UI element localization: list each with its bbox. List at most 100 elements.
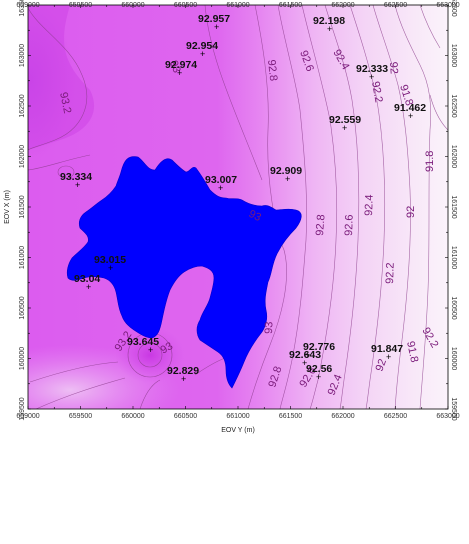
contour-label: 92.2 [369, 80, 385, 103]
y-tick-label-right: 162000 [450, 145, 457, 168]
well-label: 92.643 [289, 349, 321, 361]
x-tick-label: 662500 [384, 413, 407, 420]
x-tick-label-top: 659500 [69, 2, 92, 9]
well-point: 93.334+ [60, 171, 92, 190]
x-tick-label-top: 660500 [174, 2, 197, 9]
contour-label: 92.2 [384, 262, 397, 284]
well-marker: + [386, 352, 391, 362]
well-marker: + [200, 49, 205, 59]
x-tick-label-top: 663000 [436, 2, 459, 9]
y-tick-label: 159500 [19, 397, 26, 420]
x-tick-label: 663000 [436, 413, 459, 420]
y-tick-label: 161000 [19, 246, 26, 269]
x-tick-label-top: 662500 [384, 2, 407, 9]
well-label: 93.04 [74, 273, 100, 285]
well-marker: + [316, 372, 321, 382]
well-marker: + [305, 350, 310, 360]
y-tick-label: 163000 [19, 44, 26, 67]
well-point: 92.643+ [289, 349, 321, 368]
well-marker: + [108, 263, 113, 273]
well-point: 92.954+ [186, 40, 218, 59]
map-surface [28, 5, 448, 409]
y-tick-label-right: 161000 [450, 246, 457, 269]
x-tick-label: 661500 [279, 413, 302, 420]
well-point: 92.333+ [356, 63, 388, 82]
well-marker: + [408, 111, 413, 121]
well-point: 93.645+ [127, 336, 159, 355]
y-tick-label-right: 161500 [450, 195, 457, 218]
well-point: 92.56+ [306, 363, 332, 382]
well-marker: + [86, 282, 91, 292]
well-point: 92.974+ [165, 59, 197, 78]
contour-label: 92 [374, 357, 389, 373]
y-axis-title: EOV X (m) [4, 190, 11, 224]
well-point: 92.829+ [167, 365, 199, 384]
well-point: 91.462+ [394, 102, 426, 121]
contour-label: 92 [405, 206, 417, 218]
x-tick-label-top: 660000 [121, 2, 144, 9]
well-marker: + [327, 24, 332, 34]
x-tick-label: 659000 [16, 413, 39, 420]
well-label: 92.909 [270, 165, 302, 177]
y-tick-label-right: 163000 [450, 44, 457, 67]
well-point: 93.04+ [74, 273, 100, 292]
x-tick-label: 662000 [331, 413, 354, 420]
well-point: 92.198+ [313, 15, 345, 34]
x-tick-label: 661000 [226, 413, 249, 420]
well-label: 91.462 [394, 102, 426, 114]
well-marker: + [369, 72, 374, 82]
well-label: 92.776 [303, 341, 335, 353]
contour-label: 91.8 [404, 340, 420, 363]
well-point: 93.007+ [205, 174, 237, 193]
well-label: 93.007 [205, 174, 237, 186]
y-tick-label-right: 160500 [450, 296, 457, 319]
well-label: 92.974 [165, 59, 197, 71]
y-tick-label-right: 159500 [450, 397, 457, 420]
well-point: 92.559+ [329, 114, 361, 133]
well-marker: + [218, 183, 223, 193]
well-label: 91.847 [371, 343, 403, 355]
well-points: 92.957+ 92.198+ 92.954+ 92.974+ 92.333+ … [60, 13, 426, 384]
contour-label: 92.8 [265, 59, 279, 82]
well-marker: + [302, 358, 307, 368]
contour-label: 93 [263, 321, 275, 334]
well-point: 92.776+ [303, 341, 335, 360]
well-label: 92.954 [186, 40, 218, 52]
well-marker: + [214, 22, 219, 32]
well-marker: + [177, 68, 182, 78]
contour-label: 92.4 [363, 194, 376, 216]
well-marker: + [181, 374, 186, 384]
well-point: 92.957+ [198, 13, 230, 32]
contour-labels: 93.2 93 92.8 92.6 92.4 92.2 92 91.8 93 9… [57, 48, 440, 398]
contour-label: 93 [159, 340, 176, 357]
well-point: 92.909+ [270, 165, 302, 184]
well-marker: + [148, 345, 153, 355]
contour-label: 93.2 [57, 91, 73, 114]
x-tick-label: 660000 [121, 413, 144, 420]
well-point: 91.847+ [371, 343, 403, 362]
contour-lines [28, 5, 448, 409]
y-tick-label-right: 160000 [450, 347, 457, 370]
x-tick-label: 660500 [174, 413, 197, 420]
well-label: 93.334 [60, 171, 92, 183]
well-label: 92.333 [356, 63, 388, 75]
well-point: 93.015+ [94, 254, 126, 273]
x-tick-label: 659500 [69, 413, 92, 420]
well-label: 93.015 [94, 254, 126, 266]
contour-label: 92.8 [314, 214, 327, 236]
well-label: 92.56 [306, 363, 332, 375]
well-label: 92.829 [167, 365, 199, 377]
y-tick-label: 162000 [19, 145, 26, 168]
well-label: 92.198 [313, 15, 345, 27]
y-tick-label-right: 162500 [450, 94, 457, 117]
y-tick-label: 161500 [19, 195, 26, 218]
x-axis-title: EOV Y (m) [221, 427, 255, 434]
x-tick-label-top: 661500 [279, 2, 302, 9]
contour-label: 92 [387, 61, 400, 74]
contour-label: 93 [247, 208, 263, 224]
well-label: 93.645 [127, 336, 159, 348]
well-marker: + [285, 174, 290, 184]
y-tick-label: 160000 [19, 347, 26, 370]
well-label: 92.559 [329, 114, 361, 126]
